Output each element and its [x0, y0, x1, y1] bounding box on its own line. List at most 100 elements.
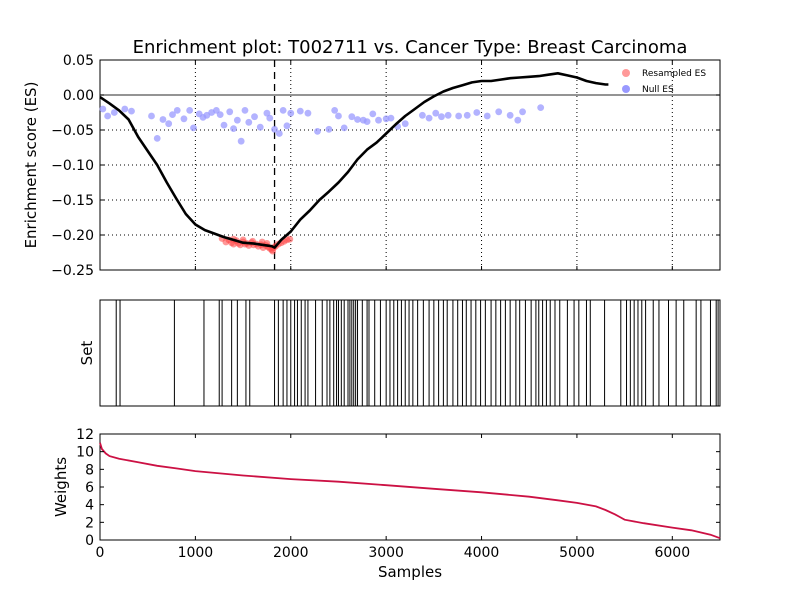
null-es-point: [314, 127, 321, 135]
x-tick-label: 6000: [654, 545, 690, 561]
null-es-point: [186, 107, 194, 114]
w-y-tick-label: 10: [76, 445, 94, 461]
x-tick-label: 5000: [559, 545, 595, 561]
null-es-point: [233, 116, 241, 124]
es-y-tick-label: 0.05: [63, 53, 94, 69]
null-es-point: [463, 111, 471, 119]
null-es-point: [283, 122, 291, 130]
null-es-point: [153, 135, 161, 142]
es-y-tick-label: −0.15: [51, 193, 94, 209]
null-es-point: [483, 112, 491, 120]
x-tick-label: 2000: [273, 545, 309, 561]
x-tick-label: 4000: [464, 545, 500, 561]
chart-title: Enrichment plot: T002711 vs. Cancer Type…: [133, 37, 688, 58]
null-es-point: [237, 137, 245, 145]
es-line: [99, 72, 609, 249]
es-y-tick-label: −0.10: [51, 158, 94, 174]
null-es-point: [275, 130, 283, 137]
w-y-tick-label: 4: [85, 498, 94, 514]
es-legend: Resampled ES Null ES: [622, 69, 706, 95]
null-es-point: [169, 111, 176, 118]
null-es-point: [148, 112, 155, 120]
null-es-point: [369, 110, 377, 118]
set-y-axis-label: Set: [78, 341, 96, 366]
null-es-point: [190, 124, 197, 132]
null-es-point: [180, 115, 188, 123]
null-es-point: [473, 109, 481, 116]
null-es-point: [438, 113, 445, 121]
w-y-tick-label: 2: [85, 515, 94, 531]
null-es-point: [495, 108, 503, 116]
null-es-point: [266, 114, 274, 122]
es-y-ticks: 0.05 0.00 −0.05 −0.10 −0.15 −0.20 −0.25: [51, 53, 720, 279]
null-es-point: [419, 111, 426, 119]
null-es-point: [340, 124, 348, 132]
null-es-point: [173, 107, 181, 114]
es-y-tick-label: −0.20: [51, 228, 94, 244]
null-es-point: [128, 107, 135, 115]
null-es-point: [304, 109, 312, 117]
weights-y-ticks: 0 24 6 810 12: [76, 427, 720, 549]
null-es-point: [335, 112, 342, 120]
legend-null-marker: [622, 85, 630, 93]
null-es-point: [354, 116, 361, 123]
null-es-point: [245, 118, 253, 126]
legend-resampled-label: Resampled ES: [642, 69, 706, 79]
null-es-point: [220, 121, 228, 129]
null-es-point: [256, 123, 264, 131]
null-es-point: [363, 118, 371, 125]
null-es-point: [251, 113, 258, 121]
null-es-point: [325, 125, 333, 133]
null-es-point: [425, 114, 433, 122]
weights-x-ticks: 0 1000 2000 3000 4000 5000 6000: [96, 434, 690, 561]
w-y-tick-label: 12: [76, 427, 94, 443]
null-es-points: [99, 104, 545, 145]
null-es-point: [263, 109, 271, 117]
w-y-tick-label: 0: [85, 533, 94, 549]
null-es-point: [375, 116, 382, 124]
weights-y-axis-label: Weights: [52, 457, 70, 517]
null-es-point: [216, 111, 224, 118]
es-curve: [99, 72, 609, 249]
null-es-point: [348, 113, 356, 121]
set-panel: Set: [78, 299, 721, 407]
weights-curve: [99, 442, 721, 540]
null-es-point: [104, 112, 112, 120]
set-barcode: [115, 300, 719, 406]
x-axis-label: Samples: [378, 563, 442, 581]
es-y-tick-label: −0.05: [51, 123, 94, 139]
null-es-point: [279, 107, 287, 114]
null-es-point: [287, 109, 295, 117]
set-plot-frame: [99, 299, 721, 407]
legend-null-label: Null ES: [642, 85, 674, 95]
null-es-point: [506, 111, 514, 119]
null-es-point: [537, 104, 545, 111]
null-es-point: [514, 116, 522, 124]
null-es-point: [121, 105, 129, 113]
x-tick-label: 0: [96, 545, 105, 561]
null-es-point: [226, 108, 234, 116]
es-x-ticks: [99, 60, 673, 270]
null-es-point: [99, 105, 107, 113]
es-y-axis-label: Enrichment score (ES): [22, 82, 40, 249]
null-es-point: [432, 109, 440, 117]
null-es-point: [455, 112, 463, 120]
null-es-point: [159, 116, 167, 123]
x-tick-label: 1000: [178, 545, 214, 561]
null-es-point: [387, 114, 395, 122]
null-es-point: [296, 107, 304, 115]
w-y-tick-label: 8: [85, 462, 94, 478]
null-es-point: [271, 125, 278, 133]
null-es-point: [444, 111, 452, 119]
w-y-tick-label: 6: [85, 480, 94, 496]
resampled-es-point: [286, 235, 294, 243]
es-y-tick-label: −0.25: [51, 263, 94, 279]
es-y-tick-label: 0.00: [63, 88, 94, 104]
null-es-point: [519, 108, 526, 116]
null-es-point: [241, 107, 249, 114]
x-tick-label: 3000: [368, 545, 404, 561]
null-es-point: [401, 120, 409, 128]
legend-resampled-marker: [622, 69, 630, 77]
es-panel: 0.05 0.00 −0.05 −0.10 −0.15 −0.20 −0.25 Enrich…: [22, 53, 721, 279]
